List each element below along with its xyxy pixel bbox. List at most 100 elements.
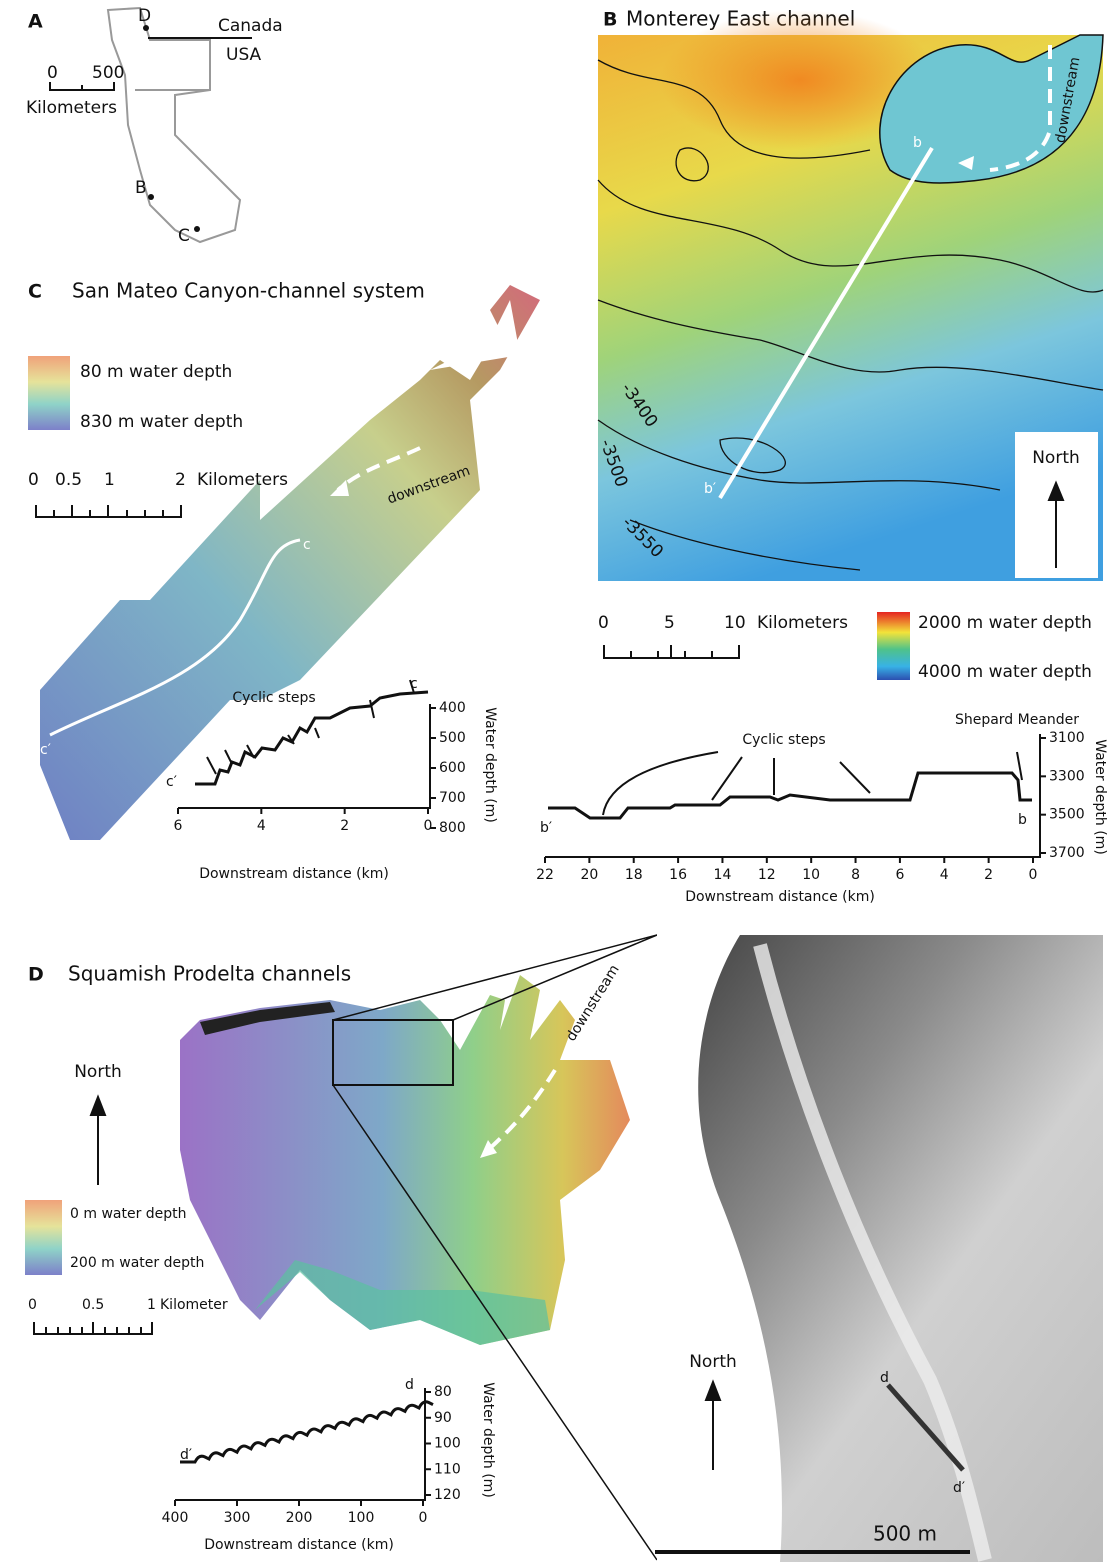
profile [548,771,1032,820]
profile-end: b′ [540,820,552,836]
annotation: Cyclic steps [232,690,315,706]
profile-line [718,146,934,500]
site [148,194,154,200]
x-tick-label: 4 [940,867,949,883]
inset-connector [332,934,658,1561]
channel [879,34,1104,184]
x-tick-label: 14 [714,867,732,883]
y-tick-label: 110 [434,1461,461,1477]
panel-label: B [603,9,617,31]
north-arrow [1047,480,1065,568]
profile-chart: Cyclic steps Shepard Meander b′ b Downst… [540,712,1108,905]
annotation: Cyclic steps [742,732,825,748]
panel-title: San Mateo Canyon-channel system [72,279,425,303]
x-tick-label: 4 [257,818,266,834]
y-axis-label: Water depth (m) [482,707,498,823]
y-tick-label: 3700 [1049,845,1085,861]
profile-end: d [405,1377,414,1393]
scale-label: 5 [664,613,675,633]
scale-label: 500 m [873,1522,937,1546]
scale-label: 0 [598,613,609,633]
scale-unit: Kilometers [26,98,117,118]
x-tick-label: 0 [424,818,433,834]
axis [178,704,431,809]
scale-bar [35,505,182,518]
site [143,25,149,31]
x-tick-label: 300 [224,1510,251,1526]
y-tick-label: 600 [439,760,466,776]
flow-label: downstream [563,962,623,1044]
shallow-area [660,10,940,150]
site-label: C [178,226,190,246]
x-tick-label: 22 [536,867,554,883]
axis [175,1388,426,1501]
profile-end: b′ [704,481,716,497]
x-axis-label: Downstream distance (km) [685,889,875,905]
y-tick-label: 80 [434,1384,452,1400]
y-tick-label: 90 [434,1410,452,1426]
north-arrow [704,1379,722,1470]
map-gap [430,300,520,370]
scale-label: 500 [92,63,124,83]
site-label: D [138,6,151,26]
scale-bar [49,82,115,91]
panel-label: A [28,11,43,33]
scale-label: 2 [175,470,186,490]
site [194,226,200,232]
x-tick-label: 100 [348,1510,375,1526]
profile-line [49,538,301,737]
y-tick-label: 120 [434,1487,461,1503]
x-axis-label: Downstream distance (km) [199,866,389,882]
flow-arrow [989,45,1052,172]
profile-end: b [913,135,922,151]
x-tick-label: 6 [174,818,183,834]
scale-label: 10 [724,613,746,633]
scale-unit: Kilometers [197,470,288,490]
profile-end: c [303,537,311,553]
y-tick-label: 3100 [1049,730,1085,746]
x-tick-label: 16 [669,867,687,883]
profile [195,690,429,786]
flow-arrowhead [958,156,974,170]
panel-label: D [28,964,44,986]
x-tick-label: 6 [895,867,904,883]
legend-label: 830 m water depth [80,412,243,432]
y-axis-label: Water depth (m) [1092,739,1108,855]
scale-label: 0 [28,470,39,490]
bathymetry-map [180,975,630,1345]
country-label: USA [226,45,262,65]
axis [545,734,1041,858]
x-tick-label: 200 [286,1510,313,1526]
x-tick-label: 0 [1029,867,1038,883]
y-axis-label: Water depth (m) [480,1382,496,1498]
profile-end: d′ [953,1480,965,1496]
scale-unit: Kilometer [160,1297,228,1313]
y-tick-label: 700 [439,790,466,806]
bathymetry-map [40,285,540,840]
y-tick-label: 800 [439,820,466,836]
color-bar [28,356,70,430]
x-tick-label: 20 [580,867,598,883]
legend-label: 4000 m water depth [918,662,1092,682]
profile-chart: d′ d Downstream distance (km) Water dept… [180,1377,496,1553]
profile-chart: Cyclic steps c′ c Downstream distance (k… [166,676,498,882]
profile [180,1400,434,1464]
legend-label: 200 m water depth [70,1255,204,1271]
inset-land [657,935,782,1562]
y-tick-label: 3300 [1049,768,1085,784]
profile-end: c′ [166,774,177,790]
scale-label: 0.5 [82,1297,104,1313]
inset-box [332,1019,454,1086]
panel-title: Squamish Prodelta channels [68,962,351,986]
scale-label: 0 [28,1297,37,1313]
profile-end: d′ [180,1447,192,1463]
x-axis-label: Downstream distance (km) [204,1537,394,1553]
scale-label: 0 [47,63,58,83]
delta-front [200,1002,335,1035]
flow-arrowhead [480,1140,497,1158]
map-outline [106,6,242,244]
color-bar [877,612,910,680]
scale-label: 1 [104,470,115,490]
y-tick-label: 400 [439,700,466,716]
x-tick-label: 400 [162,1510,189,1526]
